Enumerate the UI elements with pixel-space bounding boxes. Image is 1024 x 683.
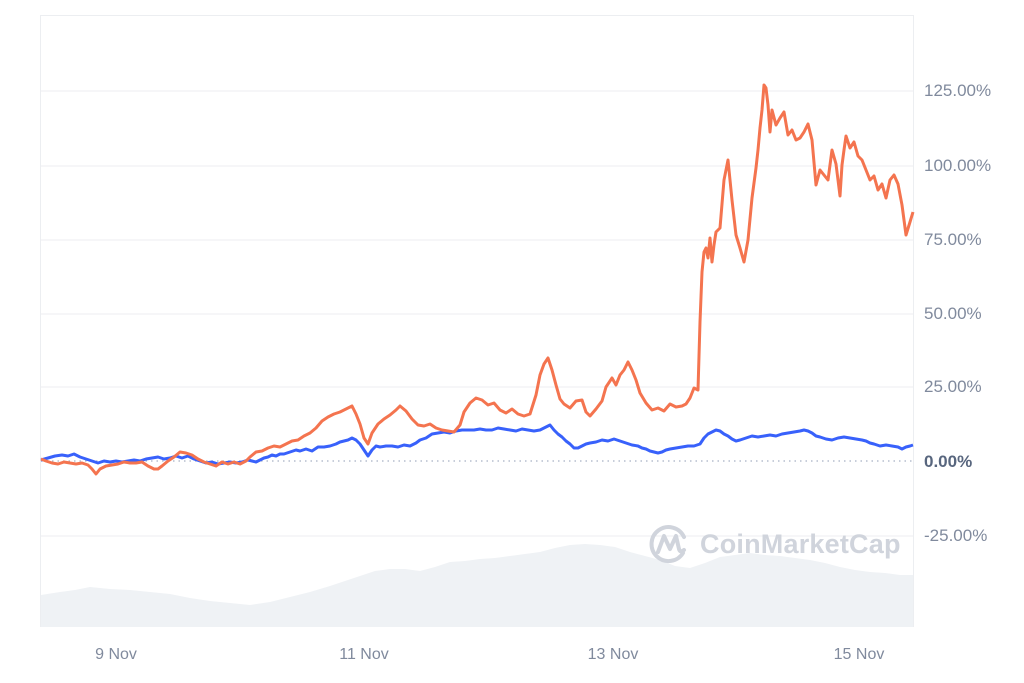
y-axis-label-125: 125.00% [924, 81, 992, 100]
y-axis-label-75: 75.00% [924, 230, 982, 249]
coinmarketcap-logo-icon [649, 525, 686, 564]
x-axis-label-9-nov: 9 Nov [95, 646, 137, 663]
x-axis-label-15-nov: 15 Nov [833, 646, 885, 663]
y-axis-label-neg25: -25.00% [924, 526, 988, 545]
volume-area [41, 544, 913, 627]
chart-frame [40, 15, 914, 627]
x-axis-label-13-nov: 13 Nov [587, 646, 639, 663]
gridlines [41, 90, 913, 537]
coinmarketcap-watermark: CoinMarketCap [648, 522, 901, 566]
y-axis-label-50: 50.00% [924, 304, 982, 323]
series-line-blue [40, 423, 914, 466]
series-line-orange [40, 83, 915, 476]
x-axis-label-11-nov: 11 Nov [339, 646, 389, 663]
y-axis-label-0: 0.00% [924, 452, 973, 471]
y-axis-label-25: 25.00% [924, 377, 982, 396]
watermark-text: CoinMarketCap [700, 528, 901, 559]
y-axis-label-100: 100.00% [924, 156, 992, 175]
